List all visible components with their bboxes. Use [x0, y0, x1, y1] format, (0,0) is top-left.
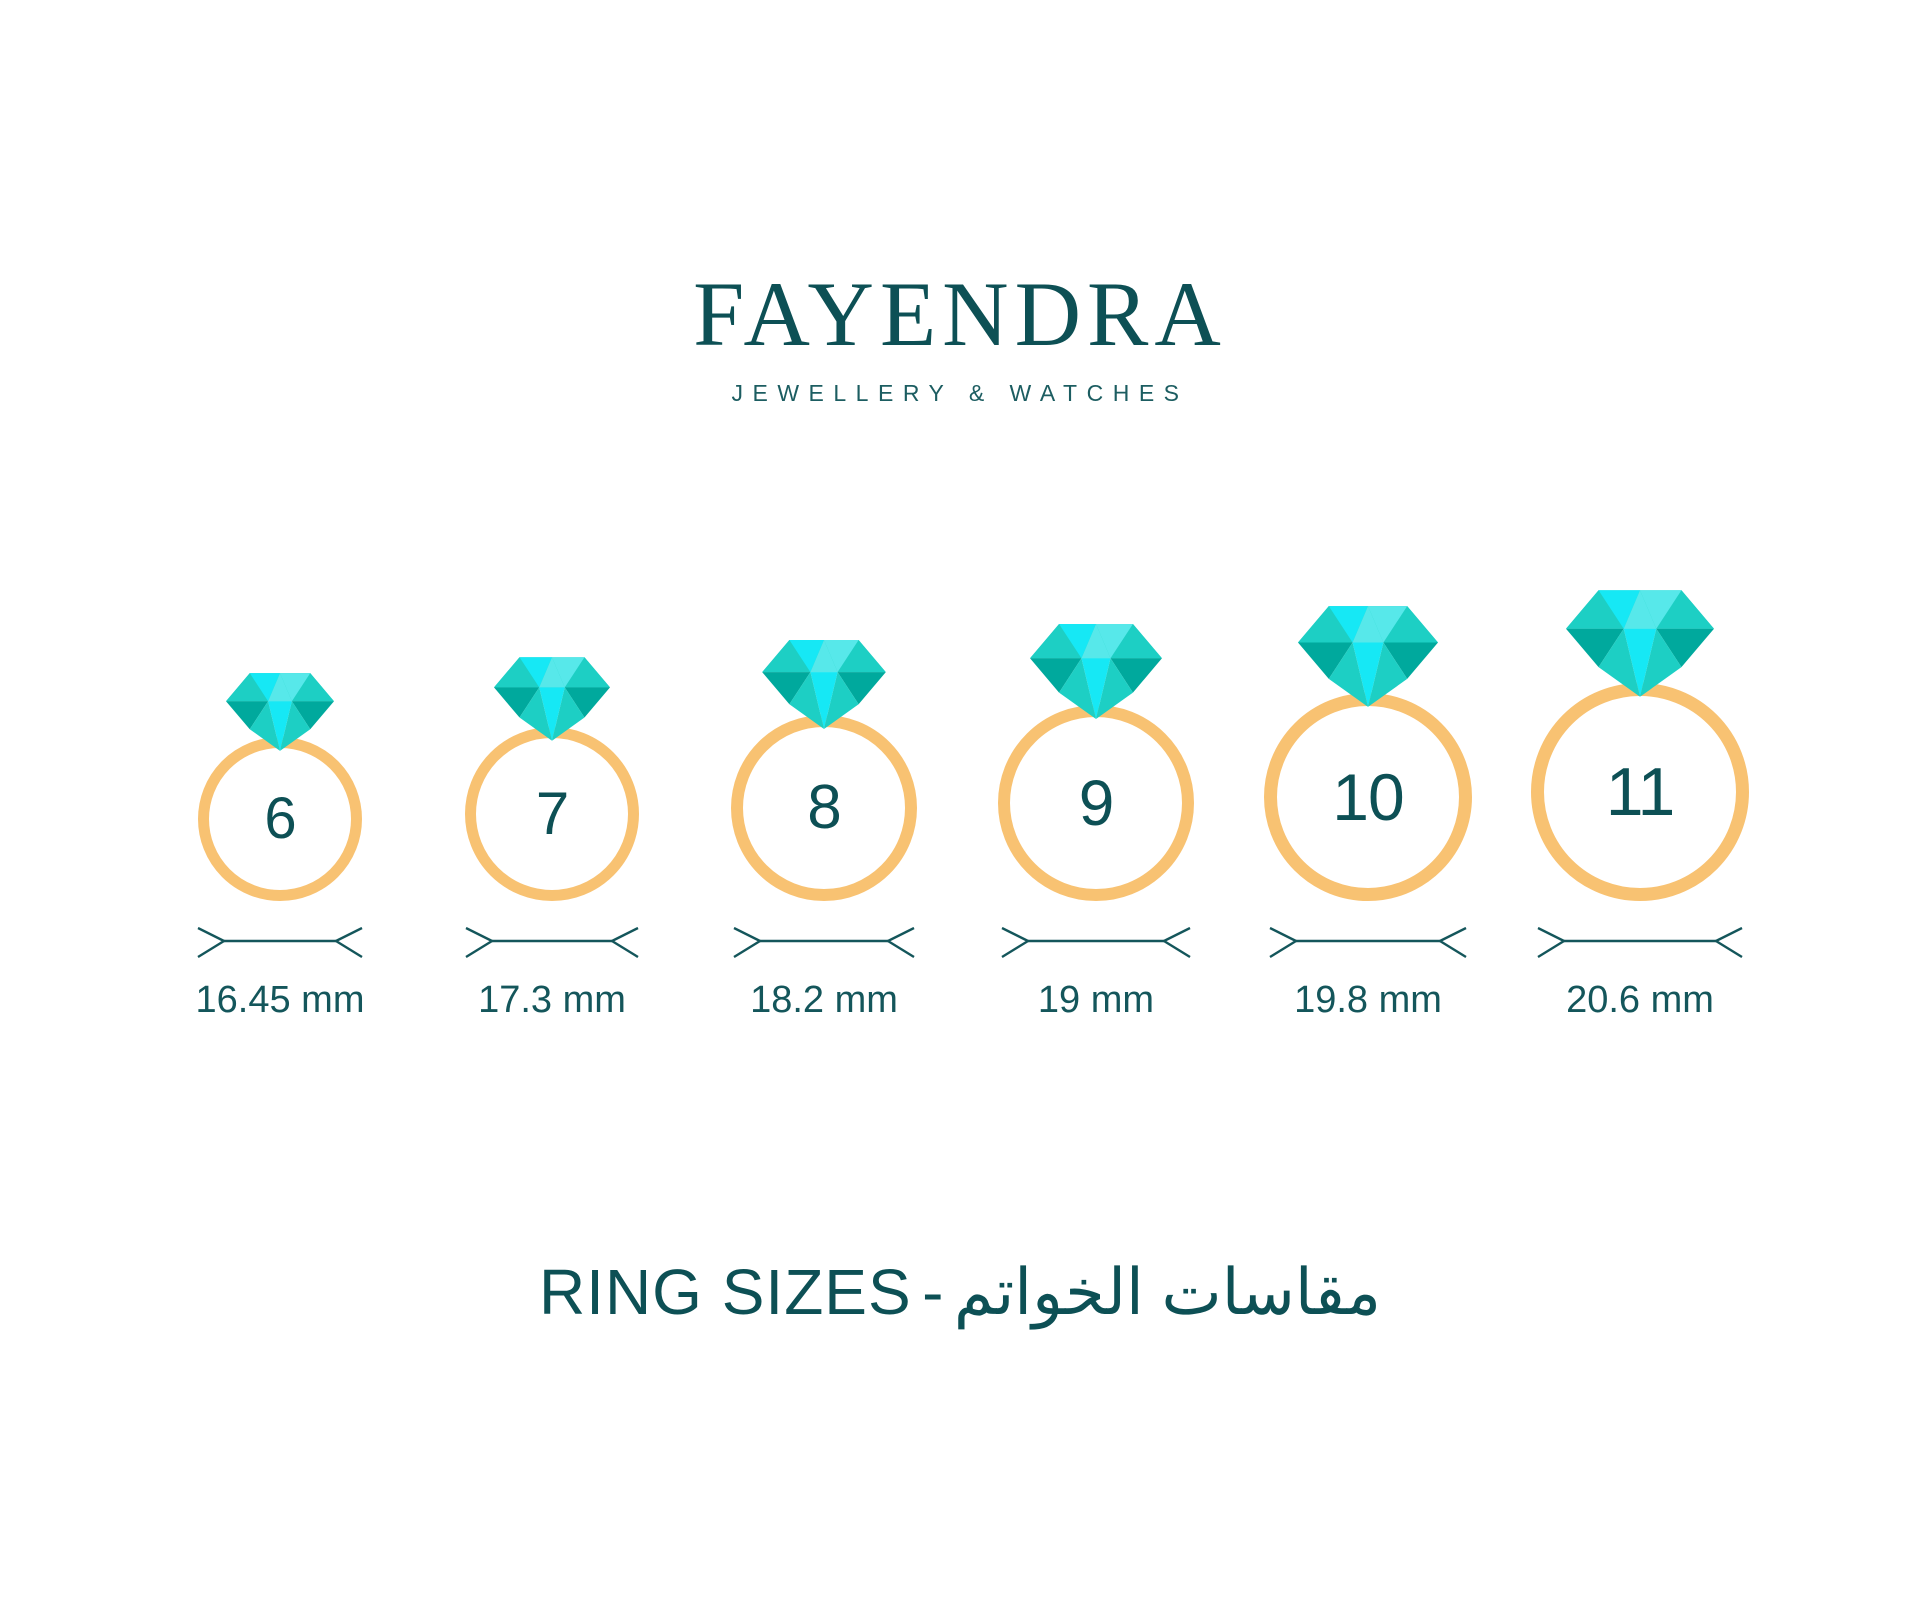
ring-band: 6 — [198, 737, 362, 901]
ring-diameter-label: 16.45 mm — [195, 979, 365, 1021]
ring-size-item[interactable]: 7 17.3 mm — [416, 657, 688, 1022]
dimension-arrow-icon — [733, 927, 915, 959]
dimension-arrow-icon — [1001, 927, 1191, 959]
ring-diameter-label: 17.3 mm — [478, 979, 626, 1021]
ring-illustration: 7 — [465, 657, 639, 901]
ring-size-row: 6 16.45 mm 7 — [0, 590, 1920, 1022]
diamond-icon — [226, 673, 334, 751]
ring-diameter-label: 19 mm — [1037, 979, 1155, 1021]
ring-diameter-label: 19.8 mm — [1294, 979, 1442, 1021]
ring-band: 8 — [731, 715, 917, 901]
ring-size-number: 6 — [264, 786, 296, 851]
ring-size-item[interactable]: 11 20.6 mm — [1504, 590, 1776, 1022]
dimension-arrow-icon — [197, 927, 363, 959]
brand-tagline: JEWELLERY & WATCHES — [731, 380, 1189, 406]
ring-illustration: 10 — [1264, 606, 1472, 901]
chart-title: RING SIZES - مقاسات الخواتم — [0, 1255, 1920, 1330]
diamond-icon — [762, 640, 886, 729]
ring-diameter-label: 18.2 mm — [750, 979, 898, 1021]
ring-size-number: 8 — [807, 773, 841, 842]
ring-size-number: 10 — [1332, 760, 1404, 834]
diamond-icon — [1030, 624, 1162, 719]
chart-title-separator: - — [922, 1256, 944, 1328]
dimension-arrow-icon — [1269, 927, 1467, 959]
diamond-icon — [494, 657, 610, 741]
ring-size-item[interactable]: 6 16.45 mm — [144, 673, 416, 1022]
ring-illustration: 9 — [998, 624, 1194, 901]
ring-band: 9 — [998, 705, 1194, 901]
brand-wordmark: FAYENDRA — [693, 263, 1227, 365]
ring-size-number: 7 — [535, 780, 569, 847]
ring-band: 7 — [465, 727, 639, 901]
ring-illustration: 11 — [1531, 590, 1749, 901]
brand-logo: FAYENDRA JEWELLERY & WATCHES — [0, 268, 1920, 407]
ring-size-item[interactable]: 8 18.2 mm — [688, 640, 960, 1022]
dimension-arrow-icon — [465, 927, 639, 959]
ring-size-item[interactable]: 10 19.8 mm — [1232, 606, 1504, 1022]
ring-illustration: 8 — [731, 640, 917, 901]
ring-size-item[interactable]: 9 19 mm — [960, 624, 1232, 1022]
ring-size-number: 9 — [1078, 767, 1115, 839]
chart-title-arabic: مقاسات الخواتم — [953, 1256, 1382, 1328]
ring-band: 10 — [1264, 693, 1472, 901]
diamond-icon — [1298, 606, 1438, 707]
diamond-icon — [1566, 590, 1714, 697]
ring-illustration: 6 — [198, 673, 362, 901]
ring-size-number: 11 — [1605, 754, 1676, 830]
ring-band: 11 — [1531, 683, 1749, 901]
dimension-arrow-icon — [1537, 927, 1743, 959]
chart-title-english: RING SIZES — [538, 1256, 912, 1328]
ring-diameter-label: 20.6 mm — [1566, 979, 1714, 1021]
